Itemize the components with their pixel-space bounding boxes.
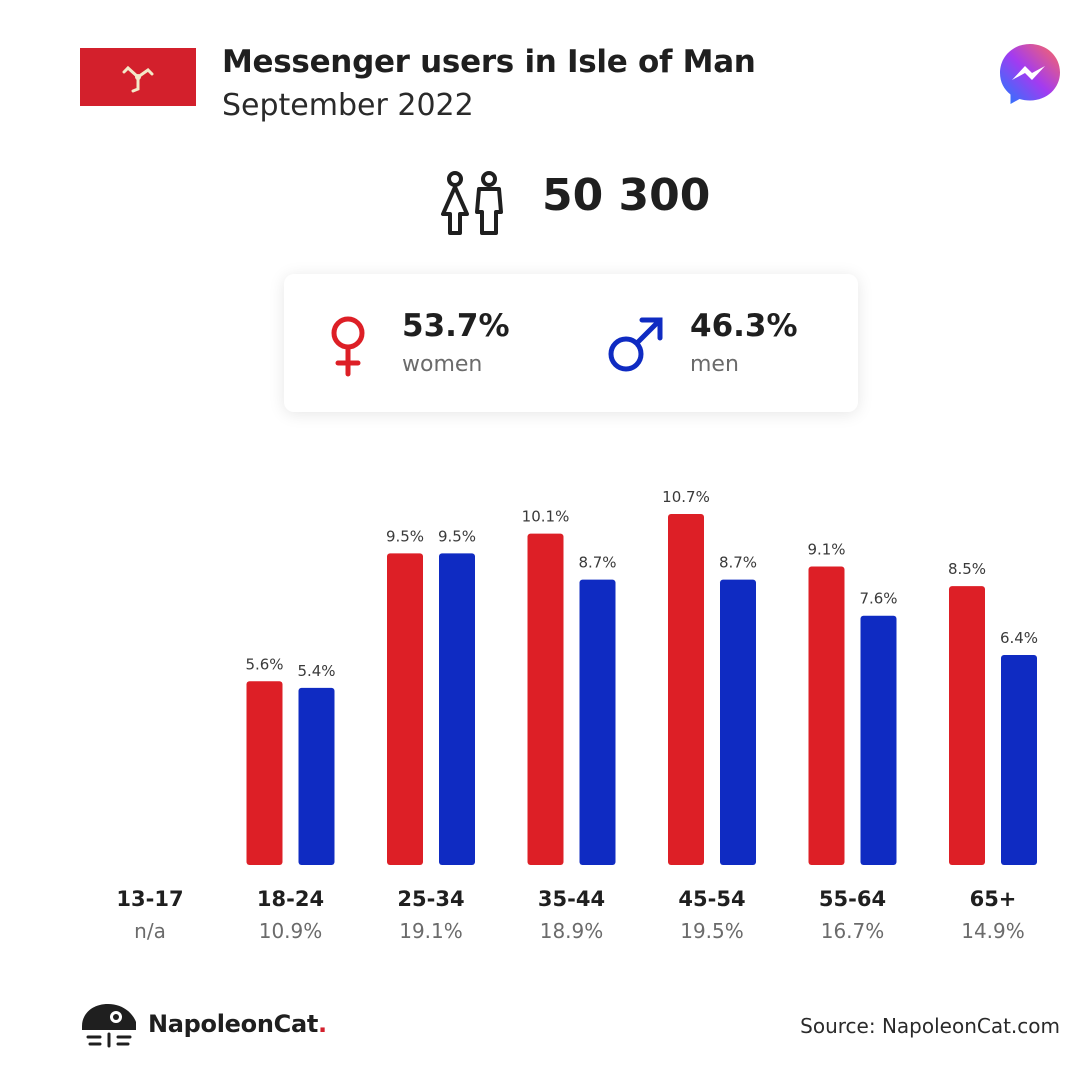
isle-of-man-flag — [80, 48, 196, 106]
brand-name: NapoleonCat. — [148, 1010, 327, 1038]
women-value-label-25-34: 9.5% — [386, 527, 424, 545]
women-value-label-55-64: 9.1% — [807, 540, 845, 558]
age-group-share-18-24: 10.9% — [259, 919, 323, 943]
men-value-label-35-44: 8.7% — [578, 554, 616, 572]
page-subtitle: September 2022 — [222, 88, 474, 123]
age-gender-bar-chart: 13-17 n/a 5.6% 5.4% 18-24 10.9% 9.5% 9.5% 25-34 1… — [116, 488, 1038, 943]
men-bar-18-24 — [298, 687, 335, 865]
female-symbol-icon — [328, 314, 382, 378]
women-value-label-35-44: 10.1% — [522, 508, 570, 526]
men-bar-65+ — [1001, 655, 1037, 865]
women-value-label-65+: 8.5% — [948, 560, 986, 578]
women-bar-35-44 — [527, 533, 564, 865]
men-label: men — [690, 352, 739, 377]
total-users-value: 50 300 — [542, 170, 711, 221]
age-group-label-55-64: 55-64 — [819, 887, 886, 911]
age-group-label-65+: 65+ — [970, 887, 1017, 911]
age-group-share-25-34: 19.1% — [399, 919, 463, 943]
age-group-label-18-24: 18-24 — [257, 887, 324, 911]
users-icon — [438, 170, 508, 236]
women-bar-65+ — [949, 586, 985, 865]
male-symbol-icon — [606, 314, 663, 378]
age-group-share-35-44: 18.9% — [540, 919, 604, 943]
page-title: Messenger users in Isle of Man — [222, 44, 756, 80]
age-group-label-35-44: 35-44 — [538, 887, 605, 911]
napoleoncat-logo — [78, 1000, 140, 1052]
age-group-share-45-54: 19.5% — [680, 919, 744, 943]
men-value-label-25-34: 9.5% — [438, 527, 476, 545]
men-bar-55-64 — [860, 615, 897, 865]
women-value-label-45-54: 10.7% — [662, 488, 710, 506]
women-value-label-18-24: 5.6% — [245, 655, 283, 673]
men-bar-25-34 — [439, 553, 475, 865]
men-value-label-45-54: 8.7% — [719, 554, 757, 572]
men-percentage: 46.3% — [690, 308, 798, 344]
men-bar-35-44 — [579, 579, 616, 865]
age-group-label-13-17: 13-17 — [116, 887, 183, 911]
source-label: Source: NapoleonCat.com — [800, 1014, 1060, 1038]
age-group-share-13-17: n/a — [134, 919, 166, 943]
age-group-label-45-54: 45-54 — [678, 887, 745, 911]
women-percentage: 53.7% — [402, 308, 510, 344]
gender-summary-card: 53.7% women 46.3% men — [284, 274, 858, 412]
age-group-label-25-34: 25-34 — [397, 887, 464, 911]
women-bar-55-64 — [808, 566, 845, 865]
messenger-icon — [998, 42, 1062, 106]
women-bar-25-34 — [387, 553, 423, 865]
men-value-label-18-24: 5.4% — [297, 662, 335, 680]
brand-dot: . — [318, 1010, 327, 1038]
women-bar-18-24 — [246, 681, 283, 865]
men-value-label-55-64: 7.6% — [859, 590, 897, 608]
age-group-share-65+: 14.9% — [961, 919, 1025, 943]
brand-name-text: NapoleonCat — [148, 1010, 319, 1038]
women-label: women — [402, 352, 483, 377]
men-bar-45-54 — [720, 579, 756, 865]
men-value-label-65+: 6.4% — [1000, 629, 1038, 647]
women-bar-45-54 — [668, 514, 704, 865]
age-group-share-55-64: 16.7% — [821, 919, 885, 943]
